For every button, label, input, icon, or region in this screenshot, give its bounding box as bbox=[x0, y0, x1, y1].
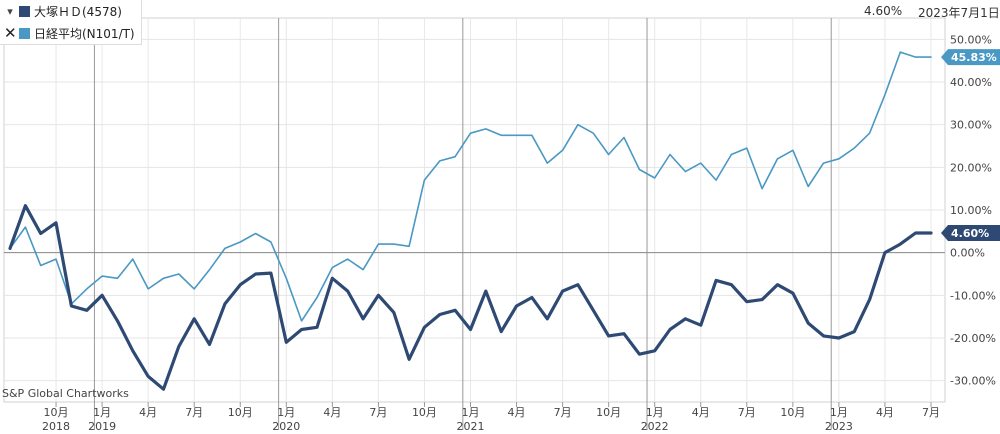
end-label-otsuka: 4.60% bbox=[941, 225, 1000, 242]
x-tick-label: 4月 bbox=[508, 406, 526, 419]
y-tick-label: 20.00% bbox=[950, 161, 992, 174]
y-tick-label: 50.00% bbox=[950, 33, 992, 46]
axes: 50.00% 40.00% 30.00% 20.00% 10.00% 0.00% -10.0… bbox=[42, 33, 996, 433]
end-labels: 4.60% 45.83% bbox=[941, 49, 1000, 242]
x-year-label: 2023 bbox=[825, 420, 853, 433]
x-tick-label: 4月 bbox=[139, 406, 157, 419]
series-line-nikkei bbox=[9, 51, 932, 322]
x-tick-label: 7月 bbox=[369, 406, 387, 419]
x-tick-label: 1月 bbox=[830, 406, 848, 419]
x-year-label: 2021 bbox=[457, 420, 485, 433]
close-icon[interactable]: ✕ bbox=[4, 24, 17, 42]
y-tick-label: -30.00% bbox=[950, 375, 996, 388]
x-tick-label: 10月 bbox=[44, 406, 69, 419]
y-tick-label: 0.00% bbox=[950, 247, 985, 260]
x-tick-label: 4月 bbox=[323, 406, 341, 419]
x-tick-label: 1月 bbox=[93, 406, 111, 419]
end-label-text: 45.83% bbox=[951, 51, 997, 64]
y-tick-label: -20.00% bbox=[950, 332, 996, 345]
legend-label-nikkei: 日経平均(N101/T) bbox=[34, 26, 135, 41]
x-tick-label: 4月 bbox=[692, 406, 710, 419]
end-label-flag bbox=[941, 225, 1000, 242]
legend-swatch-otsuka bbox=[19, 5, 30, 17]
dropdown-triangle-icon[interactable]: ▾ bbox=[7, 4, 13, 18]
x-tick-label: 4月 bbox=[876, 406, 894, 419]
x-tick-label: 1月 bbox=[646, 406, 664, 419]
x-tick-label: 7月 bbox=[554, 406, 572, 419]
y-tick-label: -10.00% bbox=[950, 289, 996, 302]
series-line-otsuka bbox=[8, 204, 933, 391]
chart-credit: S&P Global Chartworks bbox=[2, 387, 129, 400]
y-tick-label: 10.00% bbox=[950, 204, 992, 217]
y-tick-label: 40.00% bbox=[950, 76, 992, 89]
x-tick-label: 10月 bbox=[596, 406, 621, 419]
legend-swatch-nikkei bbox=[19, 27, 30, 39]
chart-legend: ▾ 大塚ＨＤ(4578) ✕ 日経平均(N101/T) bbox=[0, 0, 142, 45]
x-year-label: 2019 bbox=[88, 420, 116, 433]
x-year-label: 2020 bbox=[272, 420, 300, 433]
x-tick-label: 7月 bbox=[738, 406, 756, 419]
legend-item-otsuka[interactable]: ▾ 大塚ＨＤ(4578) bbox=[0, 0, 141, 22]
end-label-text: 4.60% bbox=[951, 227, 989, 240]
grid bbox=[3, 17, 946, 430]
x-tick-label: 1月 bbox=[277, 406, 295, 419]
legend-label-otsuka: 大塚ＨＤ(4578) bbox=[34, 4, 122, 19]
end-label-nikkei: 45.83% bbox=[941, 49, 1000, 66]
x-tick-label: 7月 bbox=[922, 406, 940, 419]
x-tick-label: 1月 bbox=[462, 406, 480, 419]
legend-item-nikkei[interactable]: ✕ 日経平均(N101/T) bbox=[0, 22, 141, 44]
x-tick-label: 10月 bbox=[412, 406, 437, 419]
as-of-date: 2023年7月1日 bbox=[918, 6, 1000, 20]
x-year-label: 2022 bbox=[641, 420, 669, 433]
x-tick-label: 10月 bbox=[780, 406, 805, 419]
series-lines bbox=[8, 51, 933, 391]
x-tick-label: 10月 bbox=[228, 406, 253, 419]
current-change-readout: 4.60% bbox=[864, 4, 903, 18]
y-tick-label: 30.00% bbox=[950, 119, 992, 132]
x-year-label: 2018 bbox=[42, 420, 70, 433]
x-tick-label: 7月 bbox=[185, 406, 203, 419]
end-label-flag bbox=[941, 49, 1000, 66]
